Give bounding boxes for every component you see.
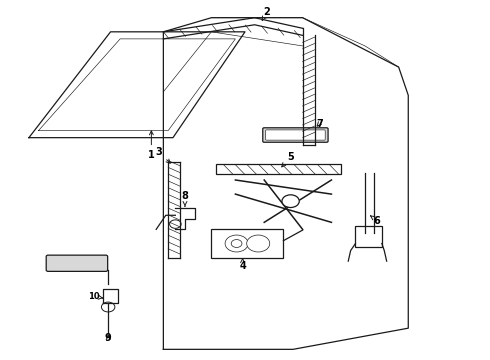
Text: 1: 1 <box>148 131 155 160</box>
Text: 6: 6 <box>370 216 380 226</box>
FancyBboxPatch shape <box>216 165 341 174</box>
Circle shape <box>225 235 248 252</box>
Text: 9: 9 <box>105 333 112 343</box>
Circle shape <box>282 195 299 207</box>
FancyBboxPatch shape <box>355 226 382 247</box>
Circle shape <box>170 220 181 228</box>
Text: 7: 7 <box>316 118 323 129</box>
Text: 10: 10 <box>88 292 102 301</box>
Text: 2: 2 <box>262 8 270 21</box>
FancyBboxPatch shape <box>46 255 108 271</box>
Text: 3: 3 <box>155 147 170 163</box>
FancyBboxPatch shape <box>263 128 328 142</box>
FancyBboxPatch shape <box>211 229 283 258</box>
FancyBboxPatch shape <box>266 130 325 140</box>
Circle shape <box>101 302 115 312</box>
Circle shape <box>246 235 270 252</box>
Text: 4: 4 <box>239 258 246 271</box>
Circle shape <box>231 239 242 247</box>
Text: 5: 5 <box>282 152 294 167</box>
Text: 8: 8 <box>181 191 189 206</box>
